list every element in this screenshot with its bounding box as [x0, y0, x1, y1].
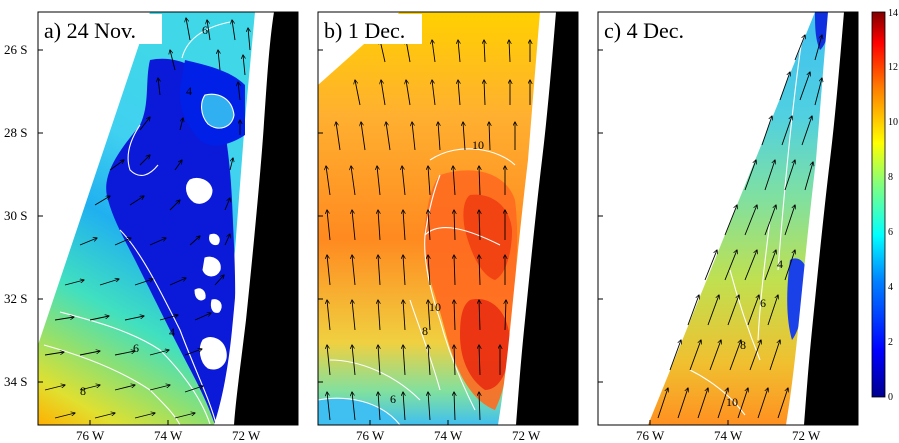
- x-tick-label: 74 W: [434, 428, 463, 443]
- x-axis-panel-b: 76 W 74 W 72 W: [356, 428, 541, 443]
- panel-c-title: c) 4 Dec.: [604, 18, 684, 43]
- panel-a-contours: [43, 21, 235, 425]
- colorbar-tick-label: 10: [888, 117, 898, 128]
- y-tick-label: 28 S: [4, 125, 27, 140]
- panel-a: 6 4 6 4 8 a) 24 Nov.: [38, 12, 298, 425]
- y-tick-label: 30 S: [4, 208, 27, 223]
- panel-b: 10 10 8 6 b) 1 Dec.: [318, 12, 578, 425]
- y-tick-label: 26 S: [4, 42, 27, 57]
- colorbar-tick-label: 8: [888, 172, 893, 183]
- colorbar-tick-label: 0: [888, 392, 893, 403]
- panel-a-wind-vectors: [44, 18, 250, 419]
- colorbar-tick-label: 6: [888, 227, 893, 238]
- panel-b-contour-label: 10: [472, 138, 484, 152]
- colorbar-tick-label: 14: [888, 8, 898, 19]
- panel-b-contour-label: 8: [422, 324, 428, 338]
- panel-a-nodata-patches: [186, 177, 227, 370]
- x-axis-panel-a: 76 W 74 W 72 W: [76, 428, 261, 443]
- y-tick-label: 32 S: [4, 291, 27, 306]
- panel-c-swath: [648, 12, 830, 425]
- y-axis: 26 S 28 S 30 S 32 S 34 S: [4, 42, 27, 389]
- panel-a-coastline-strip: [214, 12, 276, 425]
- panel-c-contour-label: 4: [777, 257, 783, 271]
- panel-b-title: b) 1 Dec.: [324, 18, 405, 43]
- panel-a-land: [234, 12, 298, 425]
- panel-c-wind-vectors: [657, 35, 822, 419]
- panel-c-contour-label: 6: [760, 296, 766, 310]
- colorbar-tick-label: 12: [888, 62, 898, 73]
- panel-a-contour-label: 4: [169, 325, 175, 339]
- x-tick-label: 72 W: [512, 428, 541, 443]
- panel-c-land: [804, 12, 858, 425]
- x-tick-label: 74 W: [154, 428, 183, 443]
- x-tick-label: 72 W: [232, 428, 261, 443]
- panel-b-coastline-strip: [498, 12, 558, 425]
- panel-a-contour-label: 8: [80, 384, 86, 398]
- colorbar: 0 2 4 6 8 10 12 14: [871, 8, 898, 403]
- panel-b-wind-vectors: [326, 40, 530, 421]
- panel-b-land: [516, 12, 578, 425]
- x-tick-label: 76 W: [636, 428, 665, 443]
- panel-a-contour-label: 6: [202, 23, 208, 37]
- colorbar-tick-label: 4: [888, 282, 893, 293]
- panel-c-contour-label: 10: [726, 395, 738, 409]
- x-axis-panel-c: 76 W 74 W 72 W: [636, 428, 821, 443]
- y-tick-label: 34 S: [4, 374, 27, 389]
- panel-a-title: a) 24 Nov.: [44, 18, 136, 43]
- panel-a-low-wind-region: [106, 58, 236, 425]
- colorbar-gradient: [871, 11, 886, 398]
- panel-c-coastline-strip: [786, 12, 846, 425]
- x-tick-label: 72 W: [792, 428, 821, 443]
- panel-b-contour-label: 10: [429, 300, 441, 314]
- x-ticks: [89, 420, 807, 425]
- x-tick-label: 76 W: [76, 428, 105, 443]
- y-ticks: [38, 49, 603, 383]
- colorbar-tick-label: 2: [888, 337, 893, 348]
- panel-c: 4 6 8 10 c) 4 Dec.: [598, 12, 858, 425]
- panel-a-contour-label: 6: [133, 341, 139, 355]
- panel-b-contour-label: 6: [390, 392, 396, 406]
- panel-c-contour-label: 8: [740, 338, 746, 352]
- x-tick-label: 74 W: [714, 428, 743, 443]
- x-tick-label: 76 W: [356, 428, 385, 443]
- panel-a-contour-label: 4: [186, 84, 192, 98]
